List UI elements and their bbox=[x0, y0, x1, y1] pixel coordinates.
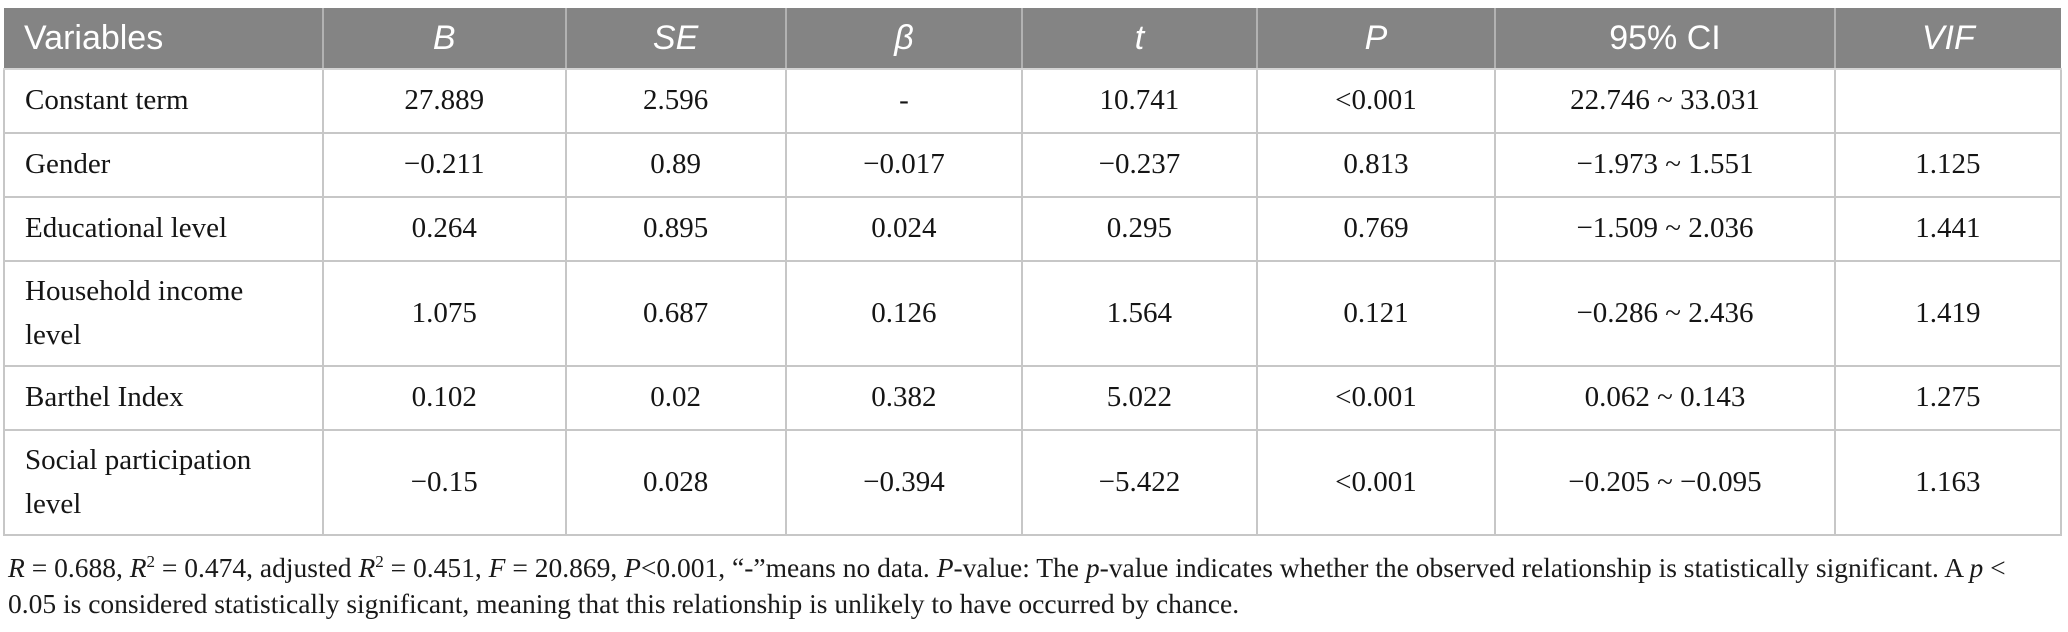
footnote-segment: -value: The bbox=[953, 552, 1086, 583]
footnote-segment: 2 bbox=[146, 551, 156, 571]
header-row: Variables B SE β t P 95% CI VIF bbox=[4, 8, 2061, 70]
footnote-segment: R bbox=[358, 552, 376, 583]
cell-se: 0.687 bbox=[564, 261, 787, 367]
column-header-p: P bbox=[1255, 8, 1496, 70]
cell-b: 0.264 bbox=[321, 197, 567, 262]
cell-t: 0.295 bbox=[1021, 197, 1258, 262]
cell-p: <0.001 bbox=[1255, 430, 1497, 536]
cell-vif: 1.163 bbox=[1833, 430, 2063, 536]
cell-vif: 1.419 bbox=[1833, 261, 2063, 367]
column-header-beta: β bbox=[784, 8, 1023, 70]
cell-variable: Constant term bbox=[3, 69, 324, 134]
cell-variable: Barthel Index bbox=[3, 366, 324, 431]
footnote-segment: < 0.05 is considered statistically signi… bbox=[8, 552, 2006, 620]
footnote-segment: p bbox=[1969, 552, 1984, 583]
cell-p: 0.813 bbox=[1255, 133, 1497, 198]
cell-variable: Gender bbox=[3, 133, 324, 198]
table-row: Household income level 1.075 0.687 0.126 1.5… bbox=[3, 261, 2063, 367]
cell-p: <0.001 bbox=[1255, 69, 1497, 134]
column-header-variable: Variables bbox=[4, 8, 323, 70]
cell-p: 0.121 bbox=[1255, 261, 1497, 367]
column-header-se: SE bbox=[564, 8, 786, 70]
column-header-ci: 95% CI bbox=[1494, 8, 1835, 70]
cell-beta: −0.017 bbox=[784, 133, 1024, 198]
footnote-segment: -value indicates whether the observed re… bbox=[1099, 552, 1970, 583]
cell-p: <0.001 bbox=[1255, 366, 1497, 431]
footnote-segment: P bbox=[936, 552, 954, 583]
cell-t: −0.237 bbox=[1021, 133, 1258, 198]
cell-b: 1.075 bbox=[321, 261, 567, 367]
cell-variable: Household income level bbox=[3, 261, 324, 367]
footnote-segment: = 0.474, adjusted bbox=[155, 552, 359, 583]
footnote-segment: P bbox=[624, 552, 641, 583]
cell-ci: 0.062 ~ 0.143 bbox=[1494, 366, 1836, 431]
cell-ci: −1.973 ~ 1.551 bbox=[1494, 133, 1836, 198]
cell-t: 10.741 bbox=[1021, 69, 1258, 134]
footnote-segment: <0.001, “-”means no data. bbox=[640, 552, 937, 583]
cell-se: 0.028 bbox=[564, 430, 787, 536]
table-row: Educational level 0.264 0.895 0.024 0.295 0.7… bbox=[3, 197, 2063, 262]
regression-table: Variables B SE β t P 95% CI VIF Constant term 27… bbox=[3, 8, 2063, 536]
cell-t: 5.022 bbox=[1021, 366, 1258, 431]
table-header: Variables B SE β t P 95% CI VIF bbox=[4, 8, 2061, 70]
column-header-t: t bbox=[1021, 8, 1257, 70]
cell-t: 1.564 bbox=[1021, 261, 1258, 367]
footnote-segment: p bbox=[1085, 552, 1100, 583]
table-row: Gender −0.211 0.89 −0.017 −0.237 0.813 −1.973 … bbox=[3, 133, 2063, 198]
table-row: Constant term 27.889 2.596-10.741 <0.001 22.… bbox=[3, 69, 2063, 134]
table-row: Barthel Index 0.102 0.02 0.382 5.022 <0.001 0.… bbox=[3, 366, 2063, 431]
footnote-segment: F bbox=[488, 552, 506, 583]
cell-beta: 0.126 bbox=[784, 261, 1024, 367]
cell-ci: 22.746 ~ 33.031 bbox=[1494, 69, 1836, 134]
cell-b: −0.15 bbox=[321, 430, 567, 536]
table-body: Constant term 27.889 2.596-10.741 <0.001 22.… bbox=[3, 69, 2063, 536]
cell-variable: Educational level bbox=[3, 197, 324, 262]
cell-vif: 1.125 bbox=[1833, 133, 2063, 198]
cell-b: −0.211 bbox=[321, 133, 567, 198]
cell-ci: −0.205 ~ −0.095 bbox=[1494, 430, 1836, 536]
cell-se: 0.895 bbox=[564, 197, 787, 262]
cell-se: 0.02 bbox=[564, 366, 787, 431]
footnote-segment: R bbox=[129, 552, 147, 583]
cell-vif bbox=[1833, 69, 2063, 134]
table-row: Social participation level −0.15 0.028 −0.3… bbox=[3, 430, 2063, 536]
column-header-b: B bbox=[321, 8, 566, 70]
cell-ci: −1.509 ~ 2.036 bbox=[1494, 197, 1836, 262]
cell-p: 0.769 bbox=[1255, 197, 1497, 262]
cell-t: −5.422 bbox=[1021, 430, 1258, 536]
column-header-vif: VIF bbox=[1833, 8, 2061, 70]
cell-b: 0.102 bbox=[321, 366, 567, 431]
cell-vif: 1.441 bbox=[1833, 197, 2063, 262]
cell-beta: - bbox=[784, 69, 1024, 134]
cell-beta: 0.382 bbox=[784, 366, 1024, 431]
cell-b: 27.889 bbox=[321, 69, 567, 134]
cell-beta: −0.394 bbox=[784, 430, 1024, 536]
footnote-segment: = 20.869, bbox=[505, 552, 625, 583]
footnote-segment: = 0.451, bbox=[383, 552, 489, 583]
footnote-segment: R bbox=[8, 552, 25, 583]
cell-variable: Social participation level bbox=[3, 430, 324, 536]
footnote-segment: 2 bbox=[375, 551, 384, 571]
footnote-segment: = 0.688, bbox=[24, 552, 130, 583]
cell-beta: 0.024 bbox=[784, 197, 1024, 262]
cell-se: 0.89 bbox=[564, 133, 787, 198]
cell-se: 2.596 bbox=[564, 69, 787, 134]
cell-ci: −0.286 ~ 2.436 bbox=[1494, 261, 1836, 367]
cell-vif: 1.275 bbox=[1833, 366, 2063, 431]
table-footnote: R = 0.688, R2 = 0.474, adjusted R2 = 0.4… bbox=[8, 550, 2048, 623]
